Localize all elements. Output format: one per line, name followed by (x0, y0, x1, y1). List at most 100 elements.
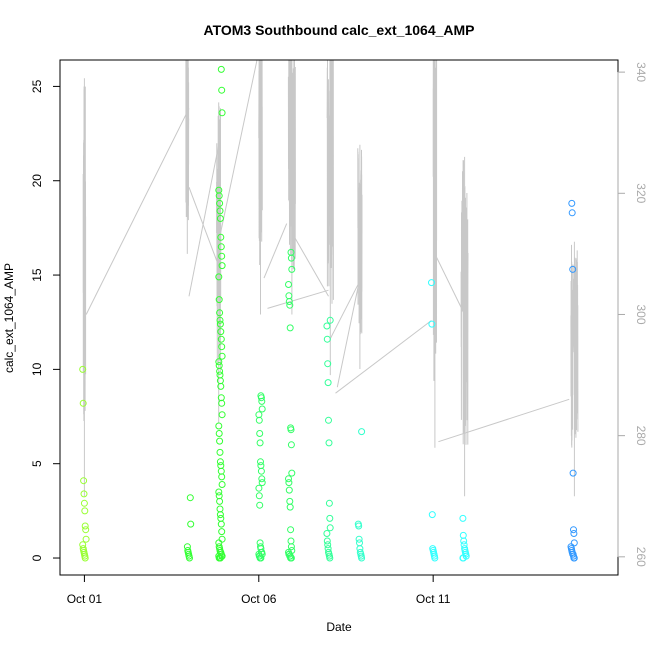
line-burst (326, 59, 334, 376)
data-point (287, 526, 295, 534)
line-segment (293, 235, 329, 297)
line-segment (329, 283, 359, 339)
data-point (218, 473, 226, 481)
data-point (216, 437, 224, 445)
data-point (217, 65, 225, 73)
data-point (216, 497, 224, 505)
data-point (218, 109, 226, 117)
data-point (215, 358, 223, 366)
data-point (215, 296, 223, 304)
data-point (258, 479, 266, 487)
y-tick-label: 20 (30, 174, 44, 188)
data-point (216, 505, 224, 513)
x-tick-label: Oct 06 (241, 592, 277, 606)
data-point (326, 554, 334, 562)
data-point (285, 486, 293, 494)
y-axis-label: calc_ext_1064_AMP (2, 263, 16, 373)
data-point (215, 192, 223, 200)
x-axis-label: Date (326, 620, 352, 634)
data-point (217, 243, 225, 251)
data-point (568, 209, 576, 217)
data-point (326, 316, 334, 324)
line-segment (438, 398, 570, 443)
x-tick-label: Oct 11 (416, 592, 451, 606)
data-point (258, 397, 266, 405)
data-point (257, 467, 265, 475)
line-burst (185, 59, 190, 254)
line-segment (218, 59, 258, 242)
data-point (286, 497, 294, 505)
data-point (216, 458, 224, 466)
line-burst (82, 78, 87, 497)
data-point (216, 199, 224, 207)
data-point (257, 394, 265, 402)
data-point (257, 458, 264, 466)
data-point (326, 524, 334, 532)
line-segment (434, 253, 466, 315)
line-segment (85, 108, 190, 315)
data-point (215, 430, 223, 437)
line-burst (287, 59, 296, 315)
data-point (79, 399, 87, 407)
data-point (218, 252, 226, 260)
data-point (255, 484, 263, 492)
data-point (287, 543, 295, 551)
data-point (216, 309, 224, 317)
data-point (258, 475, 266, 483)
y2-tick-label: 280 (634, 426, 648, 446)
data-point (81, 507, 89, 515)
data-point (323, 335, 331, 343)
y-tick-label: 15 (30, 268, 44, 282)
data-point (325, 439, 333, 447)
data-point (285, 475, 292, 483)
data-point (323, 322, 331, 330)
line-burst (216, 102, 222, 424)
line-segment (188, 144, 220, 297)
data-point (79, 365, 87, 373)
data-point (570, 539, 578, 547)
data-point (569, 469, 577, 477)
data-point (431, 554, 439, 562)
data-point (323, 530, 331, 537)
data-point (81, 522, 89, 530)
line-burst (570, 241, 579, 497)
data-point (80, 477, 88, 485)
data-point (218, 343, 226, 351)
data-point (286, 324, 294, 332)
data-point (218, 481, 226, 488)
data-point (325, 416, 332, 424)
data-point (216, 316, 224, 324)
data-point (285, 298, 293, 305)
y2-tick-label: 260 (634, 547, 648, 567)
data-point (570, 554, 578, 562)
data-point (217, 233, 225, 241)
data-point (358, 428, 366, 436)
data-point (286, 503, 294, 511)
secondary-line-series (82, 59, 579, 497)
data-point (186, 554, 193, 562)
data-point (80, 490, 88, 498)
data-point (216, 215, 224, 222)
data-point (216, 554, 224, 562)
data-point (218, 399, 226, 407)
data-point (256, 439, 264, 447)
line-segment (263, 223, 288, 279)
data-point (82, 535, 90, 543)
plot-frame (59, 59, 619, 576)
data-point (459, 514, 467, 522)
data-point (325, 499, 333, 507)
data-point (288, 469, 296, 477)
line-segment (336, 277, 361, 388)
data-point (324, 541, 332, 549)
data-point (287, 426, 295, 434)
data-point (568, 199, 576, 207)
y-tick-label: 5 (30, 460, 44, 467)
data-point (257, 462, 265, 470)
data-point (326, 514, 334, 522)
data-point (217, 514, 225, 522)
line-segment (335, 320, 432, 394)
data-point (286, 301, 294, 309)
data-point (285, 281, 292, 288)
y-tick-label: 0 (30, 554, 44, 561)
data-point (323, 537, 331, 545)
